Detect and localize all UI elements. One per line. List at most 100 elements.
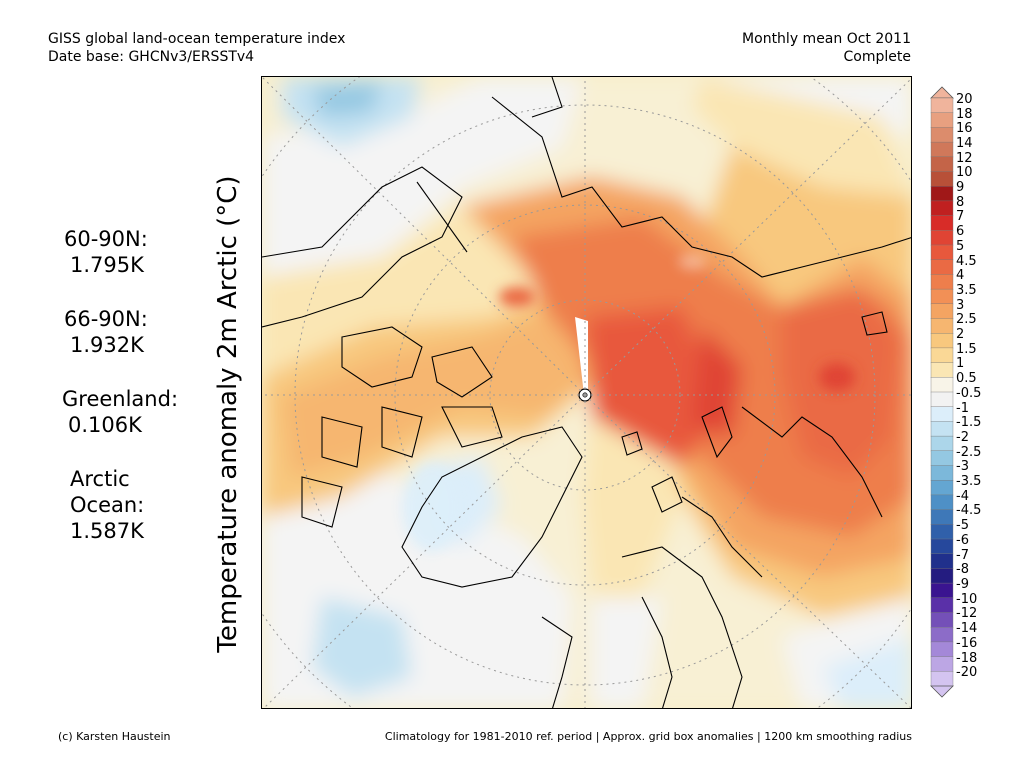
colorbar-swatch: [930, 671, 954, 687]
colorbar-tick-label: 6: [956, 224, 965, 240]
colorbar: [930, 86, 954, 698]
colorbar-swatch: [930, 538, 954, 555]
colorbar-tick-label: 3.5: [956, 282, 977, 298]
colorbar-swatch: [930, 127, 954, 143]
stat-arctic-ocean: Arctic Ocean: 1.587K: [70, 466, 144, 544]
colorbar-tick-label: 3: [956, 297, 965, 313]
colorbar-tick-label: -4.5: [956, 503, 982, 519]
colorbar-swatch: [930, 597, 954, 613]
stat-label: 60-90N:: [64, 227, 148, 251]
colorbar-tick-label: 8: [956, 194, 965, 210]
colorbar-swatch: [930, 318, 954, 334]
colorbar-tick-label: -0.5: [956, 385, 982, 401]
colorbar-tick-label: 14: [956, 135, 973, 151]
colorbar-tick-label: 2.5: [956, 312, 977, 328]
completeness-text: Complete: [843, 49, 911, 65]
colorbar-swatch: [930, 200, 954, 217]
colorbar-swatch: [930, 480, 954, 496]
anomaly-field: [262, 77, 911, 708]
colorbar-swatch: [930, 435, 954, 452]
stat-value: 1.932K: [70, 333, 144, 357]
colorbar-tick-label: 4: [956, 268, 965, 284]
stat-label: 66-90N:: [64, 307, 148, 331]
colorbar-tick-label: 9: [956, 180, 965, 195]
colorbar-tick-label: 12: [956, 150, 973, 166]
colorbar-swatch: [930, 347, 954, 364]
map-canvas: [262, 77, 911, 708]
colorbar-swatch: [930, 465, 954, 481]
colorbar-tick-label: -3: [956, 459, 969, 475]
coastlines: [262, 77, 911, 708]
colorbar-tick-label: -14: [956, 621, 978, 636]
colorbar-swatch: [930, 582, 954, 599]
colorbar-swatch: [930, 185, 954, 202]
colorbar-tick-label: -1: [956, 400, 969, 416]
stat-60-90n: 60-90N: 1.795K: [64, 226, 148, 278]
colorbar-tick-label: 10: [956, 165, 973, 181]
colorbar-tick-label: -4: [956, 488, 969, 504]
colorbar-swatch: [930, 612, 954, 628]
colorbar-tick-label: 5: [956, 238, 965, 254]
colorbar-swatch: [930, 215, 954, 231]
colorbar-swatch: [930, 509, 954, 525]
stat-value: 1.795K: [70, 253, 144, 277]
colorbar-swatch: [930, 450, 954, 466]
colorbar-swatch: [930, 494, 954, 511]
colorbar-swatch: [930, 421, 954, 437]
colorbar-swatch: [930, 288, 954, 305]
colorbar-tick-label: -7: [956, 547, 969, 563]
stat-value: 0.106K: [68, 413, 142, 437]
colorbar-tick-label: -8: [956, 562, 969, 578]
methodology-text: Climatology for 1981-2010 ref. period | …: [384, 730, 912, 743]
colorbar-labels: 20 18 16 14 12 10 9 8 7 6 5 4.5 4 3.5 3 2.5 2 1.5 1 0.5 -0.5…: [956, 86, 1016, 698]
colorbar-tick-label: -6: [956, 532, 969, 548]
credit-text: (c) Karsten Haustein: [58, 730, 171, 743]
colorbar-swatches: [930, 86, 954, 698]
colorbar-tick-label: -10: [956, 591, 978, 607]
colorbar-tick-label: 20: [956, 91, 973, 107]
y-axis-label: Temperature anomaly 2m Arctic (°C): [213, 175, 243, 653]
colorbar-tick-label: -3.5: [956, 474, 982, 490]
colorbar-tick-label: -5: [956, 518, 969, 534]
graticule: [262, 77, 911, 708]
colorbar-swatch: [930, 627, 954, 643]
colorbar-swatch: [930, 641, 954, 658]
stat-label: Greenland:: [62, 387, 179, 411]
database-text: Date base: GHCNv3/ERSSTv4: [48, 49, 255, 65]
colorbar-tick-label: -18: [956, 650, 978, 666]
colorbar-swatch: [930, 524, 954, 540]
colorbar-tick-label: -2: [956, 429, 969, 445]
stat-label: Arctic Ocean:: [70, 467, 145, 517]
colorbar-swatch: [930, 303, 954, 320]
colorbar-tick-label: 2: [956, 327, 965, 342]
colorbar-top-arrow: [930, 86, 954, 99]
polar-map: [261, 76, 912, 709]
colorbar-swatch: [930, 112, 954, 128]
colorbar-swatch: [930, 244, 954, 261]
colorbar-swatch: [930, 568, 954, 584]
colorbar-swatch: [930, 656, 954, 672]
colorbar-swatch: [930, 406, 954, 422]
colorbar-swatch: [930, 332, 954, 349]
stat-greenland: Greenland: 0.106K: [62, 386, 178, 438]
colorbar-tick-label: 18: [956, 106, 973, 122]
colorbar-swatch: [930, 274, 954, 290]
colorbar-tick-label: -16: [956, 635, 978, 651]
title-text: GISS global land-ocean temperature index: [48, 31, 346, 47]
colorbar-tick-label: -12: [956, 606, 978, 622]
colorbar-swatch: [930, 377, 954, 393]
colorbar-tick-label: -1.5: [956, 415, 982, 431]
colorbar-tick-label: -9: [956, 576, 969, 592]
colorbar-swatch: [930, 230, 954, 246]
colorbar-tick-label: 1.5: [956, 341, 977, 357]
colorbar-tick-label: -2.5: [956, 444, 982, 460]
colorbar-swatch: [930, 553, 954, 569]
colorbar-tick-label: -20: [956, 665, 978, 681]
colorbar-tick-label: 16: [956, 121, 973, 137]
colorbar-bottom-arrow: [930, 685, 954, 698]
header-left: GISS global land-ocean temperature index…: [48, 30, 345, 66]
stat-value: 1.587K: [70, 519, 144, 543]
colorbar-tick-label: 0.5: [956, 371, 977, 387]
colorbar-swatch: [930, 97, 954, 114]
header-right: Monthly mean Oct 2011 Complete: [742, 30, 911, 66]
